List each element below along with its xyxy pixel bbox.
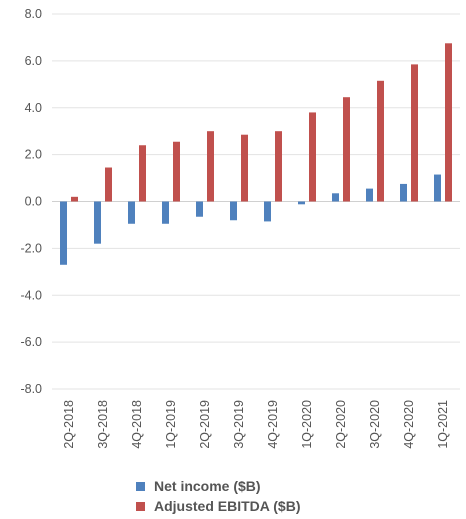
bar-adjusted-ebitda xyxy=(173,141,180,202)
bar-adjusted-ebitda xyxy=(139,145,146,202)
x-tick-label: 2Q-2020 xyxy=(334,400,348,449)
bar-net-income xyxy=(162,201,169,224)
bar-net-income xyxy=(366,188,373,202)
x-tick-label: 1Q-2020 xyxy=(300,400,314,449)
y-tick-label: 8.0 xyxy=(25,7,42,21)
bar-net-income xyxy=(434,174,441,202)
bar-net-income xyxy=(400,183,407,202)
x-tick-label: 2Q-2019 xyxy=(198,400,212,449)
gridlines xyxy=(52,13,460,390)
y-axis-ticks: 8.0 6.0 4.0 2.0 0.0 -2.0 -4.0 -6.0 -8.0 xyxy=(20,7,42,396)
x-tick-label: 2Q-2018 xyxy=(62,400,76,449)
x-tick-label: 4Q-2019 xyxy=(266,400,280,449)
y-tick-label: 4.0 xyxy=(25,101,42,115)
bar-adjusted-ebitda xyxy=(207,131,214,202)
y-tick-label: 2.0 xyxy=(25,148,42,162)
bar-adjusted-ebitda xyxy=(377,80,384,202)
bar-adjusted-ebitda xyxy=(411,64,418,202)
x-tick-label: 3Q-2020 xyxy=(368,400,382,449)
legend-item-adjusted-ebitda: Adjusted EBITDA ($B) xyxy=(136,496,300,516)
x-tick-label: 3Q-2018 xyxy=(96,400,110,449)
bar-adjusted-ebitda xyxy=(445,43,452,202)
legend-item-net-income: Net income ($B) xyxy=(136,476,300,496)
bar-net-income xyxy=(298,201,305,205)
legend-label-net-income: Net income ($B) xyxy=(154,478,261,494)
bar-net-income xyxy=(60,201,67,265)
x-tick-label: 4Q-2018 xyxy=(130,400,144,449)
legend: Net income ($B) Adjusted EBITDA ($B) xyxy=(136,476,300,516)
y-tick-label: -6.0 xyxy=(20,335,42,349)
y-tick-label: 0.0 xyxy=(25,195,42,209)
legend-label-adjusted-ebitda: Adjusted EBITDA ($B) xyxy=(154,498,301,514)
bar-net-income xyxy=(94,201,101,244)
x-axis-ticks: 2Q-2018 3Q-2018 4Q-2018 1Q-2019 2Q-2019 3Q-20… xyxy=(62,400,450,449)
bar-net-income xyxy=(230,201,237,221)
x-tick-label: 1Q-2021 xyxy=(436,400,450,449)
x-tick-label: 1Q-2019 xyxy=(164,400,178,449)
bars xyxy=(60,43,452,265)
bar-net-income xyxy=(332,193,339,202)
bar-net-income xyxy=(196,201,203,217)
y-tick-label: -4.0 xyxy=(20,288,42,302)
bar-adjusted-ebitda xyxy=(309,112,316,202)
x-tick-label: 3Q-2019 xyxy=(232,400,246,449)
y-tick-label: -2.0 xyxy=(20,241,42,255)
x-tick-label: 4Q-2020 xyxy=(402,400,416,449)
bar-adjusted-ebitda xyxy=(241,134,248,202)
y-tick-label: 6.0 xyxy=(25,54,42,68)
bar-net-income xyxy=(264,201,271,222)
legend-swatch-net-income xyxy=(136,481,145,491)
bar-adjusted-ebitda xyxy=(343,97,350,202)
bar-adjusted-ebitda xyxy=(71,196,78,202)
bar-net-income xyxy=(128,201,135,224)
y-tick-label: -8.0 xyxy=(20,382,42,396)
legend-swatch-adjusted-ebitda xyxy=(136,501,145,511)
bar-adjusted-ebitda xyxy=(105,167,112,202)
bar-adjusted-ebitda xyxy=(275,131,282,202)
